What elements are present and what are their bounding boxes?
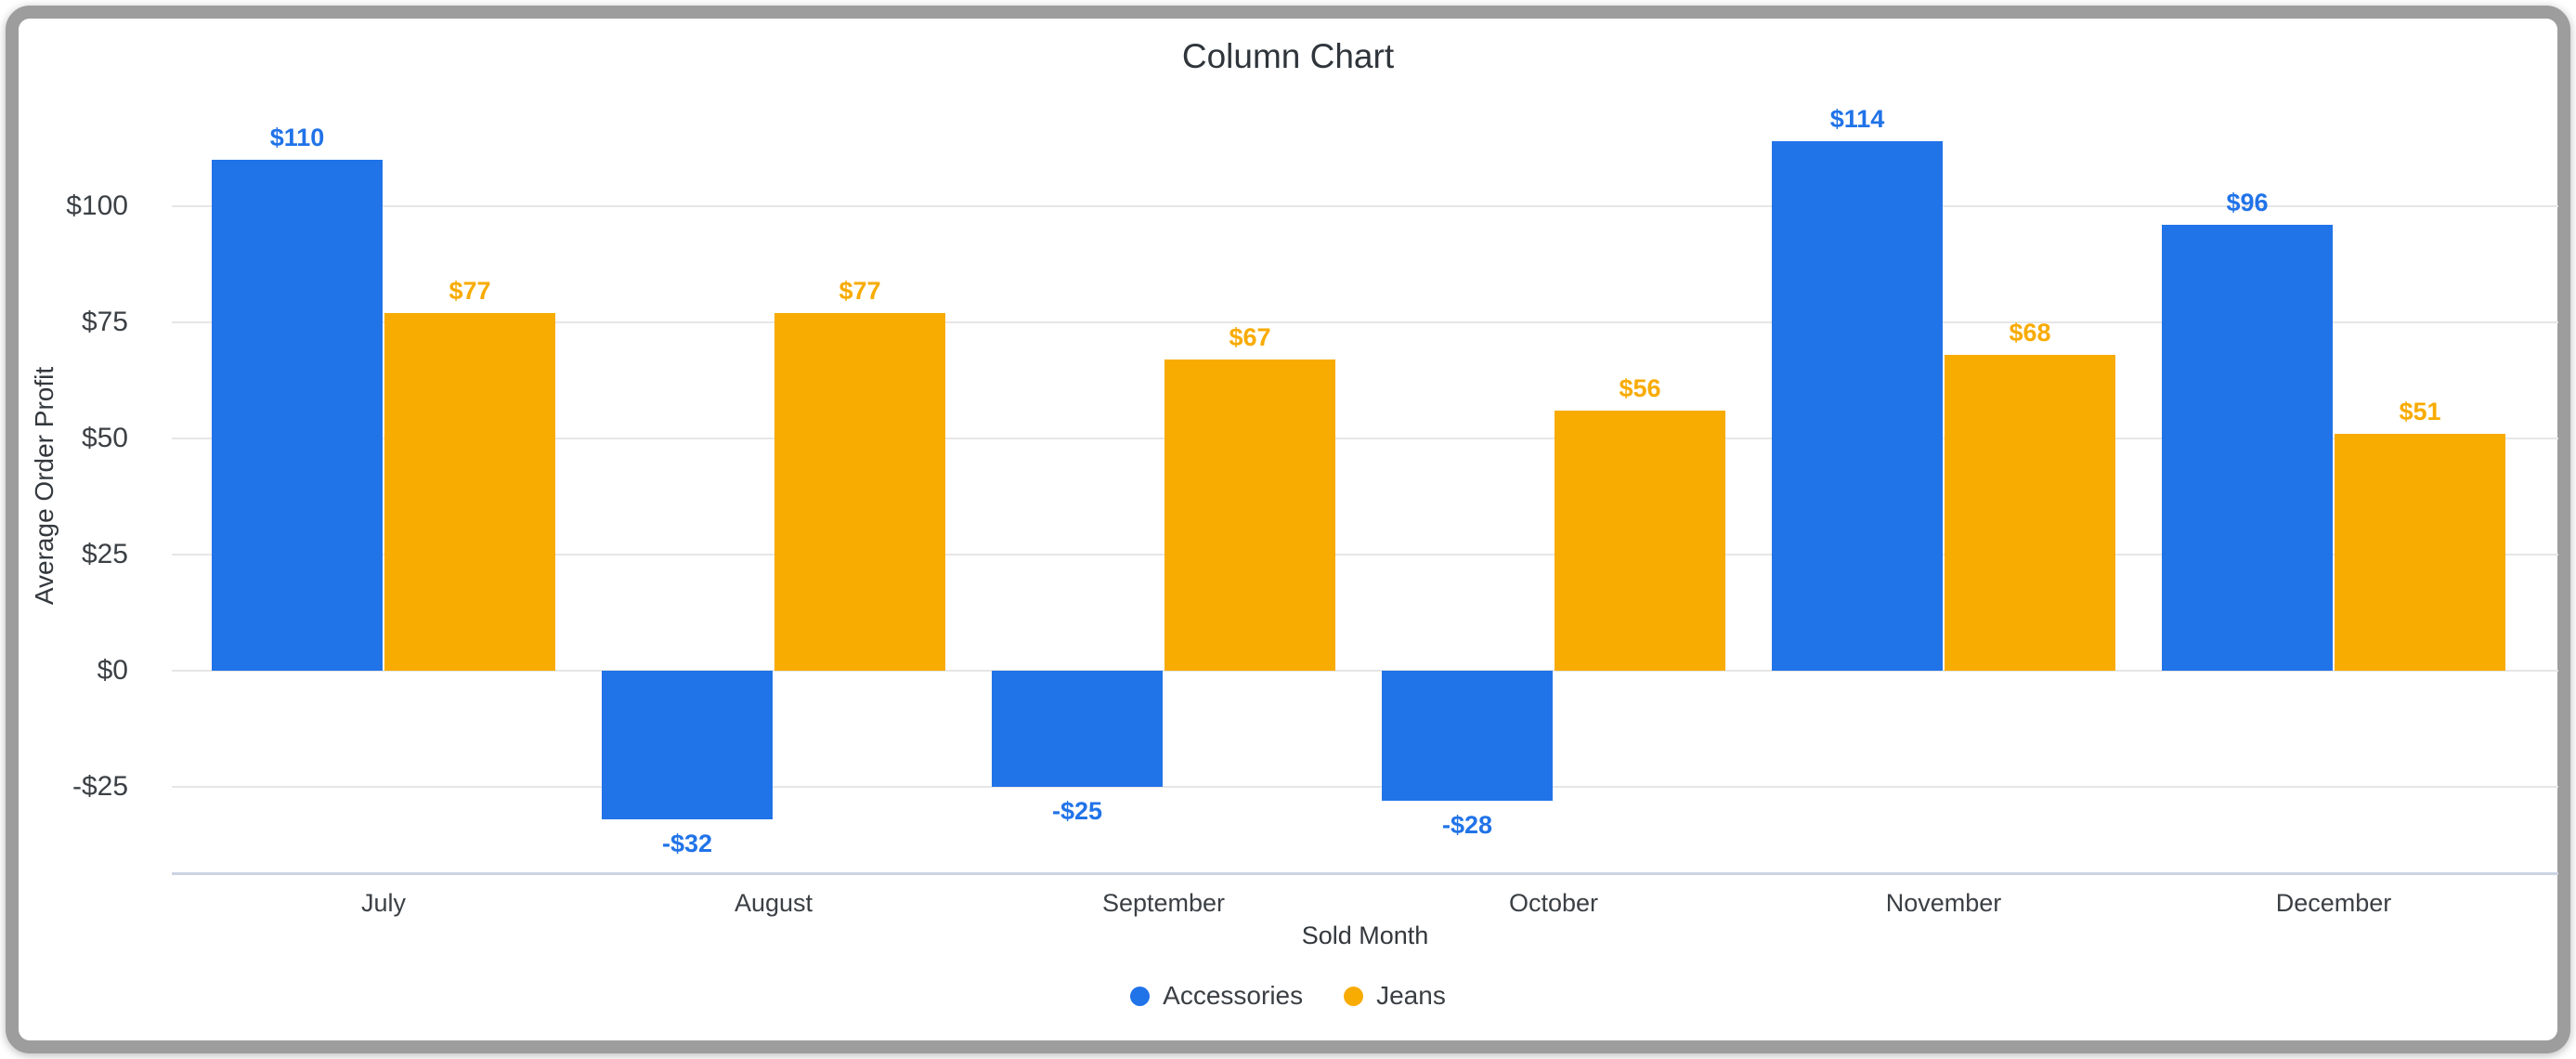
jeans-bar-august[interactable] — [774, 313, 945, 671]
jeans-value-label-october: $56 — [1619, 374, 1661, 402]
y-tick-label-25: $25 — [81, 539, 128, 569]
chart-canvas: Column Chart Average Order Profit $110 -$… — [19, 19, 2558, 1040]
y-tick-label-100: $100 — [66, 190, 128, 221]
accessories-bar-december[interactable] — [2162, 225, 2333, 671]
accessories-bar-july[interactable] — [212, 160, 383, 671]
legend-label-accessories: Accessories — [1163, 981, 1304, 1010]
accessories-value-label-october: -$28 — [1441, 811, 1493, 839]
legend-item-jeans[interactable]: Jeans — [1344, 981, 1446, 1011]
gridline-0 — [172, 670, 2558, 672]
y-tick-label-50: $50 — [81, 423, 128, 453]
gridline-25 — [172, 554, 2558, 556]
gridline-100 — [172, 205, 2558, 207]
y-tick-label-75: $75 — [81, 307, 128, 337]
y-tick-label-0: $0 — [97, 655, 128, 686]
x-axis-title: Sold Month — [1301, 922, 1429, 949]
legend-label-jeans: Jeans — [1376, 981, 1446, 1010]
x-tick-label-november: November — [1885, 889, 2002, 917]
x-tick-label-december: December — [2275, 889, 2392, 917]
accessories-bar-october[interactable] — [1382, 671, 1553, 801]
chart-legend: Accessories Jeans — [19, 981, 2557, 1011]
jeans-value-label-september: $67 — [1229, 323, 1271, 351]
jeans-value-label-july: $77 — [449, 277, 491, 305]
gridline--25 — [172, 786, 2558, 788]
x-tick-label-october: October — [1508, 889, 1599, 917]
accessories-bar-november[interactable] — [1772, 141, 1943, 671]
jeans-value-label-november: $68 — [2009, 319, 2051, 346]
accessories-value-label-december: $96 — [2226, 189, 2269, 216]
jeans-bar-july[interactable] — [384, 313, 555, 671]
jeans-bar-september[interactable] — [1164, 360, 1335, 671]
jeans-value-label-august: $77 — [839, 277, 881, 305]
x-tick-label-july: July — [360, 889, 406, 917]
accessories-value-label-november: $114 — [1829, 105, 1885, 133]
x-tick-label-september: September — [1101, 889, 1226, 917]
gridline-75 — [172, 321, 2558, 323]
x-tick-label-august: August — [734, 889, 813, 917]
x-axis-baseline — [172, 872, 2558, 875]
legend-item-accessories[interactable]: Accessories — [1130, 981, 1303, 1011]
jeans-bar-december[interactable] — [2335, 434, 2505, 671]
plot-area: $110 -$32 -$25 -$28 $114 $96 $77 $77 $67 $56 $68 $5… — [172, 98, 2558, 875]
accessories-value-label-july: $110 — [269, 124, 325, 151]
chart-card: Column Chart Average Order Profit $110 -$… — [6, 6, 2570, 1053]
accessories-value-label-september: -$25 — [1051, 797, 1103, 825]
gridline-50 — [172, 438, 2558, 439]
chart-title: Column Chart — [1181, 37, 1395, 75]
jeans-value-label-december: $51 — [2399, 398, 2441, 425]
jeans-bar-october[interactable] — [1555, 411, 1725, 671]
accessories-bar-september[interactable] — [992, 671, 1163, 787]
y-tick-label--25: -$25 — [72, 771, 128, 802]
jeans-bar-november[interactable] — [1945, 355, 2115, 671]
legend-swatch-jeans — [1344, 986, 1364, 1006]
accessories-value-label-august: -$32 — [661, 830, 713, 857]
legend-swatch-accessories — [1130, 986, 1151, 1006]
accessories-bar-august[interactable] — [602, 671, 773, 819]
